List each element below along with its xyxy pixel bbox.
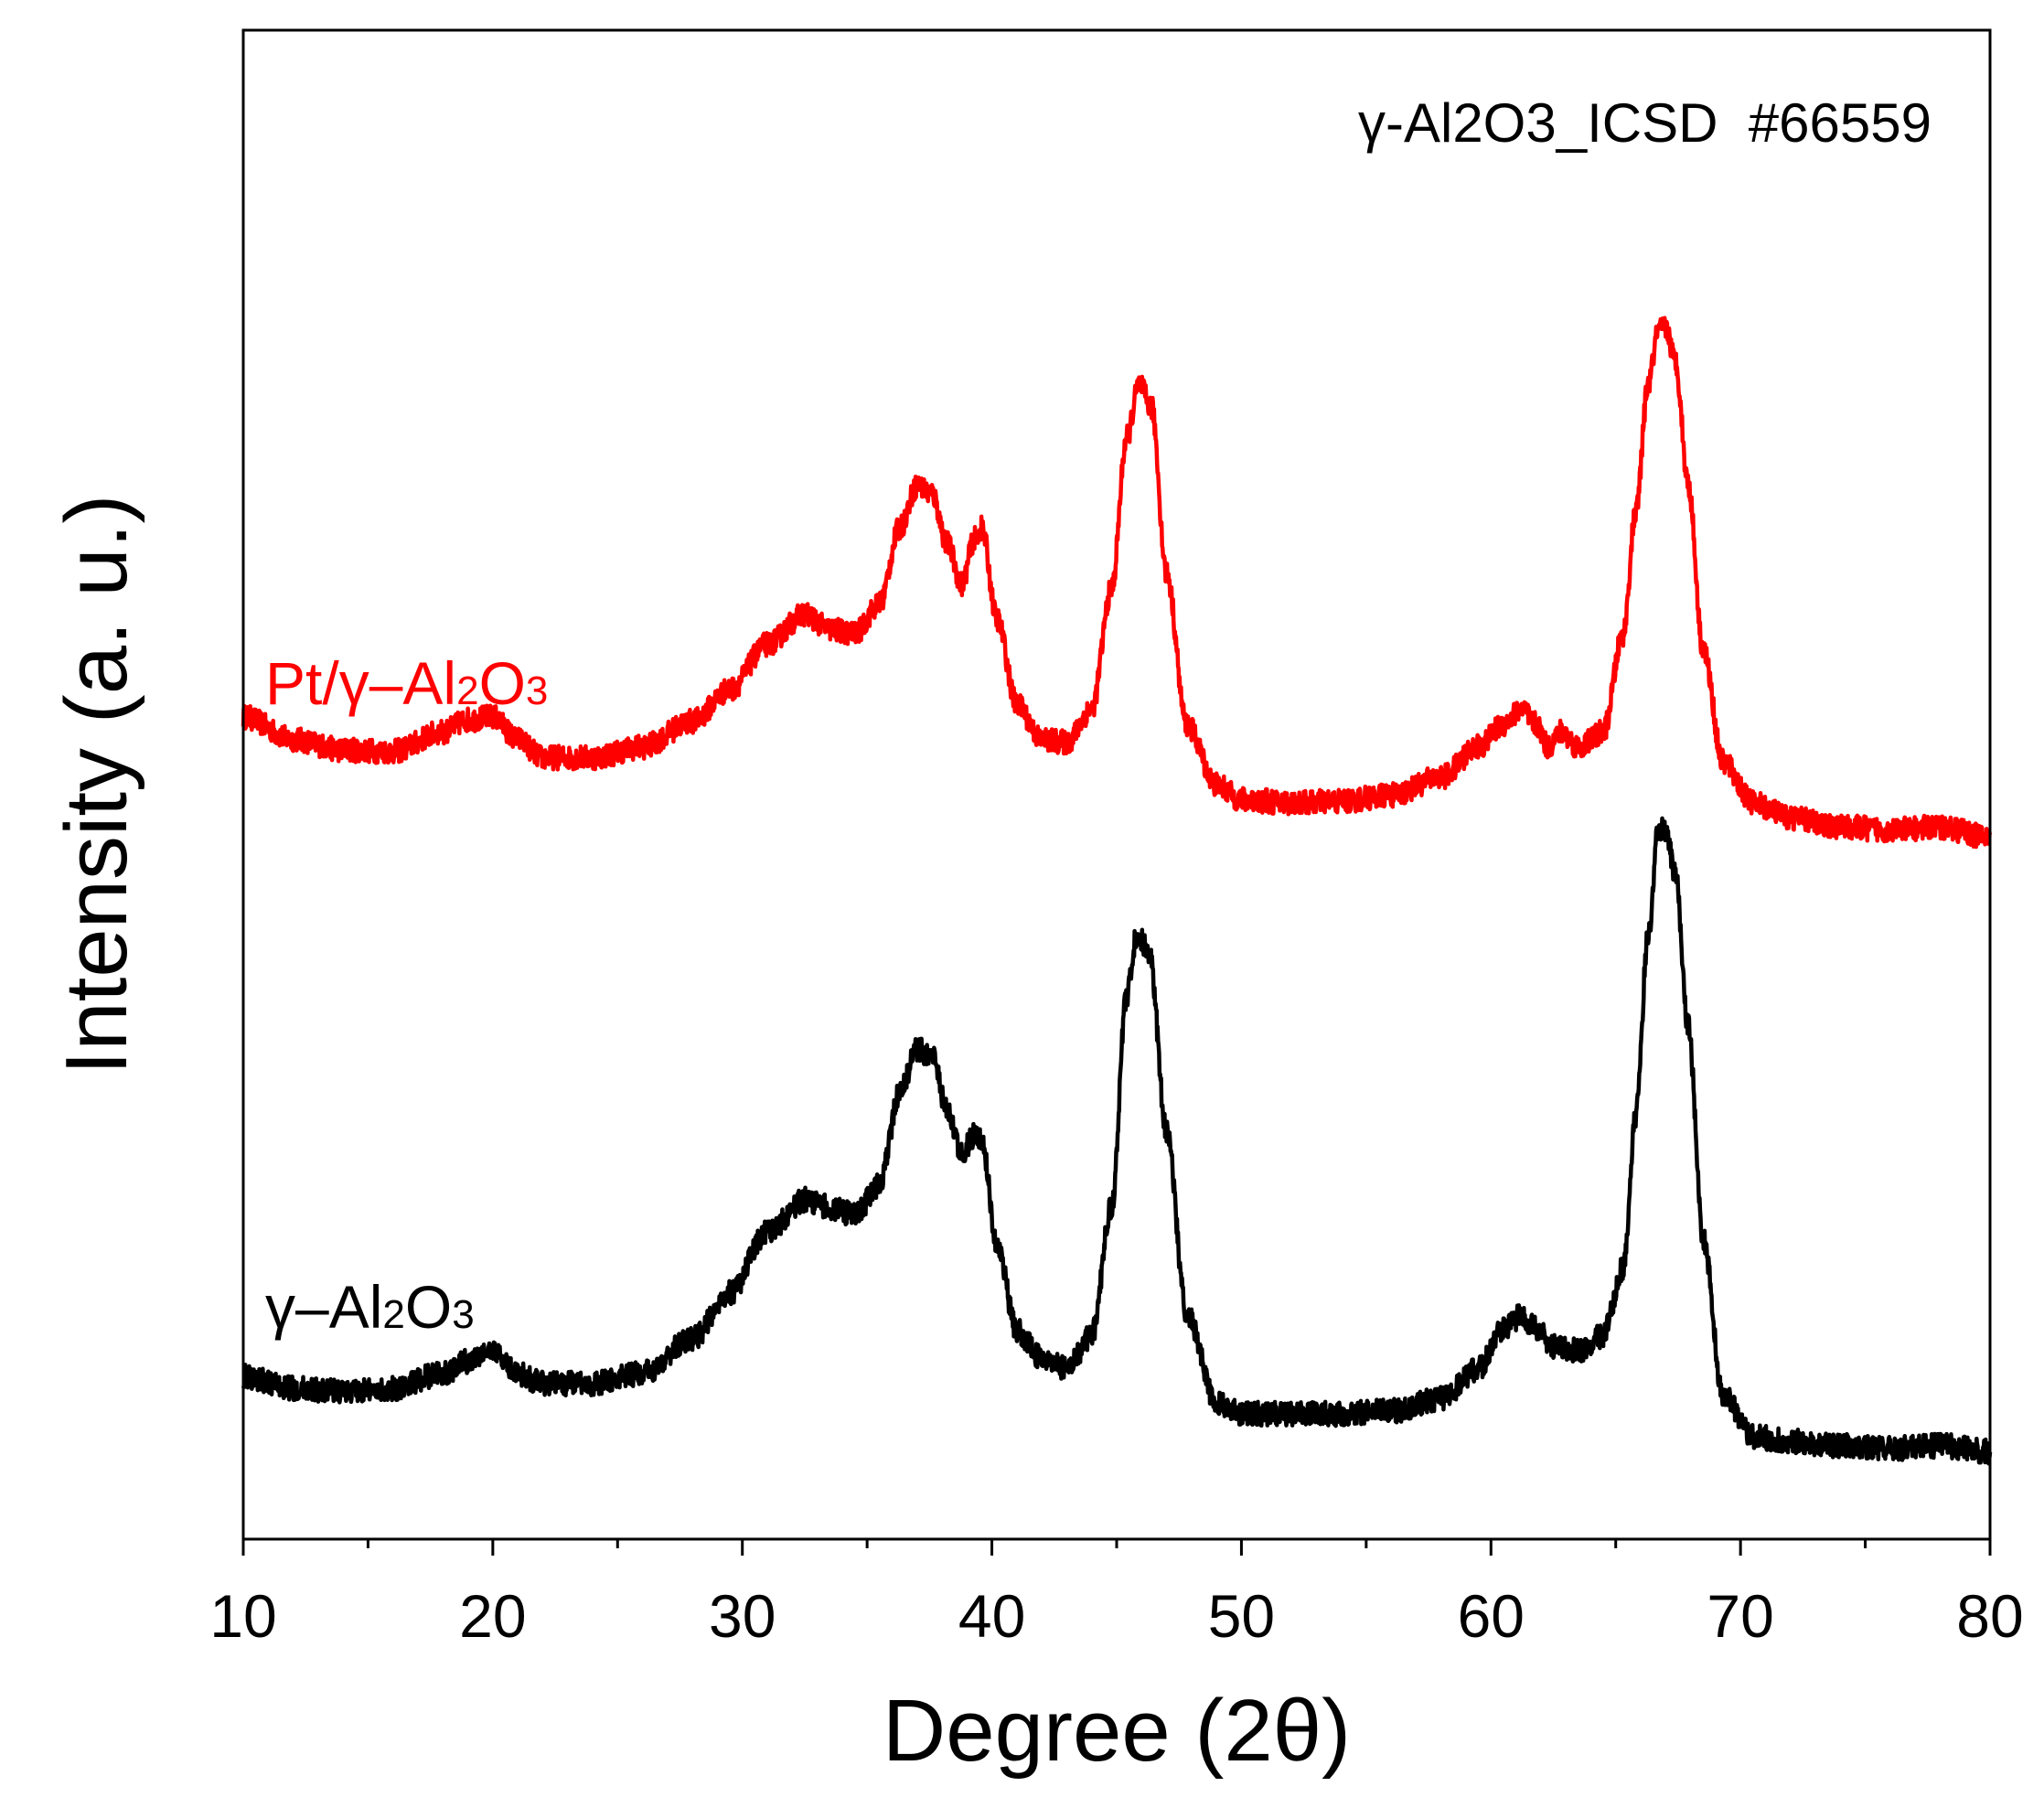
series-label-pt-sub2: 3 [526, 669, 548, 713]
series-label-al-sub2: 3 [452, 1292, 474, 1337]
x-axis-label: Degree (2θ) [883, 1682, 1351, 1780]
x-tick-label: 10 [209, 1582, 276, 1650]
x-tick-label: 40 [958, 1582, 1025, 1650]
series-line-pt-al2o3 [241, 316, 1993, 850]
series-label-pt-al2o3: Pt/γ–Al2O3 [265, 649, 548, 717]
series-line-al2o3 [241, 816, 1993, 1466]
series-label-al2o3: γ–Al2O3 [265, 1273, 475, 1341]
series-label-pt-mid: O [479, 649, 526, 717]
x-tick-label: 80 [1956, 1582, 2023, 1650]
series-label-al-mid: O [405, 1273, 452, 1341]
annotation-text: γ-Al2O3_ICSD #66559 [1358, 92, 1932, 154]
x-tick-label: 30 [709, 1582, 776, 1650]
series-label-al-main: γ–Al [265, 1273, 382, 1341]
y-axis-label: Intensity (a. u.) [48, 495, 145, 1075]
x-ticks: 10 20 30 40 50 60 70 80 [209, 1539, 2024, 1650]
series-layer [241, 316, 1993, 1466]
x-tick-label: 70 [1707, 1582, 1773, 1650]
x-tick-label: 60 [1458, 1582, 1525, 1650]
x-tick-label: 20 [459, 1582, 526, 1650]
series-label-pt-sub1: 2 [456, 669, 478, 713]
series-label-al-sub1: 2 [382, 1292, 404, 1337]
x-tick-label: 50 [1208, 1582, 1275, 1650]
series-label-pt-main: Pt/γ–Al [265, 649, 456, 717]
